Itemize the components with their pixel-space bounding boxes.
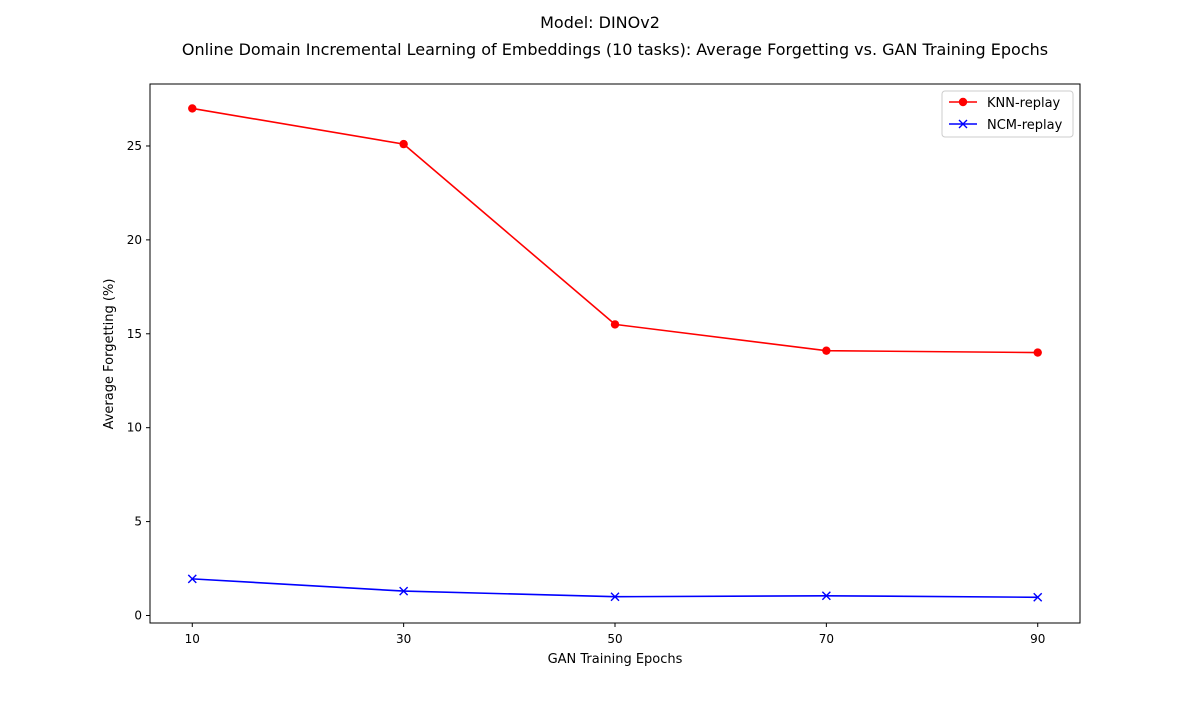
ncm-replay-point: [187, 574, 197, 584]
ncm-replay-point: [610, 592, 620, 602]
x-tick-label: 10: [185, 632, 200, 646]
plot-area: 10 30 50 70 90 0 5 10 15 20 25: [127, 83, 1081, 646]
y-tick-label: 15: [127, 327, 142, 341]
plot-frame: [149, 83, 1081, 624]
x-tick-label: 90: [1030, 632, 1045, 646]
knn-replay-point: [610, 320, 620, 329]
ncm-replay-line: [192, 578, 1038, 599]
legend: KNN-replay NCM-replay: [941, 90, 1074, 138]
legend-knn-replay-label: KNN-replay: [987, 96, 1061, 111]
knn-replay-point: [1033, 348, 1042, 357]
x-tick-label: 30: [396, 632, 411, 646]
knn-replay-point: [822, 346, 831, 355]
y-axis-label: Average Forgetting (%): [102, 279, 117, 430]
x-axis-label: GAN Training Epochs: [548, 652, 683, 667]
chart-suptitle: Model: DINOv2: [540, 13, 660, 32]
chart-title: Online Domain Incremental Learning of Em…: [182, 40, 1048, 59]
ncm-replay-point: [1033, 592, 1043, 602]
y-tick-label: 25: [127, 139, 142, 153]
knn-replay-line: [192, 107, 1038, 354]
y-tick-label: 5: [134, 515, 142, 529]
legend-ncm-replay-label: NCM-replay: [987, 118, 1063, 133]
y-tick-label: 10: [127, 421, 142, 435]
knn-replay-point: [188, 104, 197, 113]
knn-replay-point: [399, 139, 408, 149]
legend-ncm-replay-marker: [958, 119, 968, 129]
y-tick-label: 20: [127, 233, 142, 247]
ncm-replay-point: [821, 591, 831, 601]
ncm-replay-point: [399, 586, 409, 596]
y-tick-label: 0: [134, 608, 142, 622]
x-tick-label: 70: [819, 632, 834, 646]
legend-knn-replay-marker: [958, 97, 968, 107]
x-tick-label: 50: [607, 632, 622, 646]
